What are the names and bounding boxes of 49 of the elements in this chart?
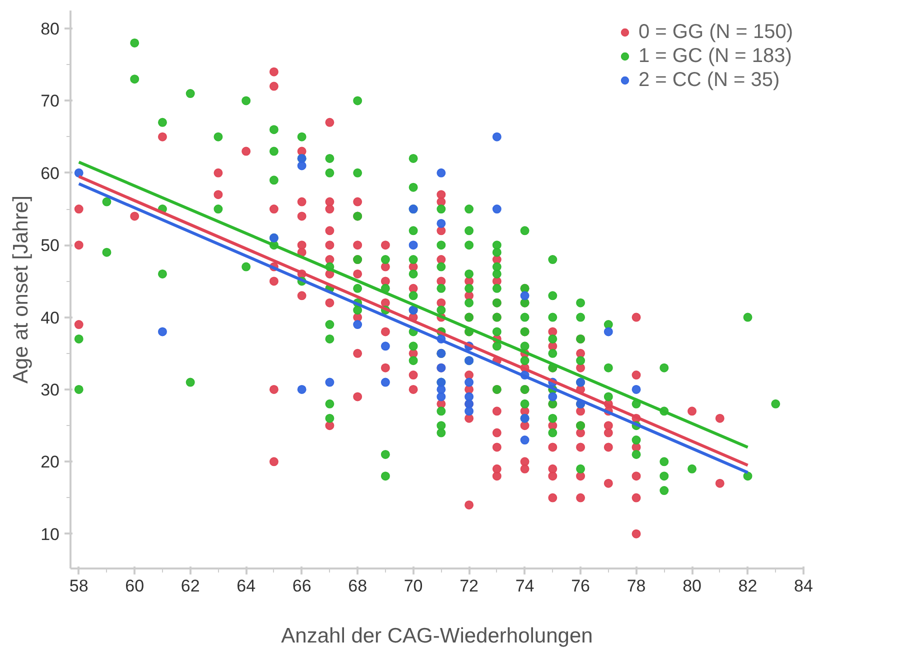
point xyxy=(520,291,530,300)
point xyxy=(464,378,474,387)
legend-label: 1 = GC (N = 183) xyxy=(638,44,792,68)
x-tick-label: 60 xyxy=(125,576,144,596)
x-tick-label: 72 xyxy=(460,576,479,596)
x-tick-label: 66 xyxy=(292,576,312,596)
x-tick-label: 74 xyxy=(515,576,534,596)
x-tick-label: 68 xyxy=(348,576,368,596)
y-tick-label: 60 xyxy=(40,164,60,183)
y-tick-label: 70 xyxy=(40,92,60,111)
point xyxy=(297,384,306,394)
point xyxy=(325,378,334,387)
y-axis-title: Age at onset [Jahre] xyxy=(10,196,33,384)
point xyxy=(436,384,446,394)
x-tick-label: 80 xyxy=(682,576,702,596)
point xyxy=(74,168,84,178)
point xyxy=(158,327,167,336)
x-tick-label: 64 xyxy=(236,576,256,596)
x-tick-label: 58 xyxy=(69,576,88,596)
x-tick-label: 70 xyxy=(404,576,423,596)
x-tick-label: 62 xyxy=(180,576,200,596)
point xyxy=(380,342,390,351)
y-tick-label: 50 xyxy=(40,236,60,256)
point xyxy=(297,161,306,170)
point xyxy=(436,218,446,228)
point xyxy=(548,392,558,402)
legend-label: 2 = CC (N = 35) xyxy=(638,68,780,92)
point xyxy=(353,320,362,329)
point xyxy=(604,327,613,336)
point xyxy=(492,132,502,142)
x-tick-label: 84 xyxy=(794,576,813,596)
x-tick-label: 82 xyxy=(738,576,758,596)
x-tick-label: 76 xyxy=(571,576,590,596)
y-tick-label: 40 xyxy=(40,308,60,328)
point xyxy=(436,392,446,402)
legend-label: 0 = GG (N = 150) xyxy=(638,20,793,44)
y-tick-label: 10 xyxy=(40,524,60,544)
point xyxy=(464,406,474,416)
point xyxy=(520,436,530,444)
y-tick-label: 20 xyxy=(40,452,60,472)
point xyxy=(380,378,390,387)
x-tick-label: 78 xyxy=(626,576,646,596)
y-tick-label: 30 xyxy=(40,380,60,400)
x-axis-title: Anzahl der CAG-Wiederholungen xyxy=(281,624,593,648)
point xyxy=(632,384,641,394)
point xyxy=(436,168,446,178)
point xyxy=(408,240,418,250)
point xyxy=(492,204,502,214)
y-tick-label: 80 xyxy=(40,20,60,39)
